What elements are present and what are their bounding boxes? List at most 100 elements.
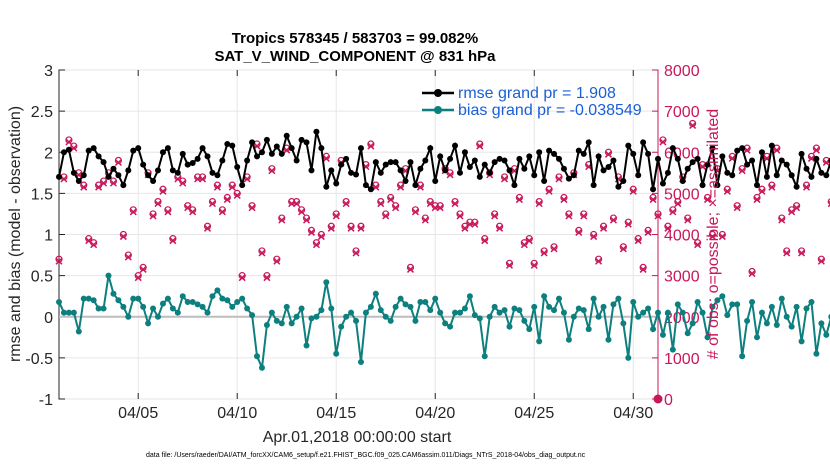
obs-assimilated-stroke xyxy=(179,179,187,187)
obs-assimilated-stroke xyxy=(293,200,301,208)
obs-assimilated-stroke xyxy=(515,196,523,204)
rmse-point xyxy=(714,182,721,189)
bias-point xyxy=(254,353,261,360)
bias-point xyxy=(655,309,661,316)
bias-point xyxy=(778,295,785,302)
bias-point xyxy=(239,295,246,302)
obs-assimilated-stroke xyxy=(580,212,588,220)
rmse-point xyxy=(456,169,463,176)
obs-assimilated-stroke xyxy=(233,191,241,199)
obs-assimilated-point xyxy=(100,179,108,187)
obs-assimilated-stroke xyxy=(763,154,771,162)
rmse-point xyxy=(397,167,404,174)
rmse-point xyxy=(214,172,221,179)
rmse-point xyxy=(476,173,483,180)
obs-assimilated-point xyxy=(293,200,301,208)
rmse-point xyxy=(159,149,166,156)
rmse-point xyxy=(377,169,384,176)
bias-point xyxy=(615,295,622,302)
bias-point xyxy=(120,303,127,310)
obs-assimilated-stroke xyxy=(426,200,434,208)
obs-assimilated-stroke xyxy=(119,233,127,241)
obs-assimilated-point xyxy=(332,212,340,220)
obs-assimilated-stroke xyxy=(278,216,286,224)
obs-zero-point xyxy=(653,394,663,404)
obs-assimilated-stroke xyxy=(773,146,781,154)
rmse-point xyxy=(501,157,508,164)
rmse-point xyxy=(664,169,671,176)
rmse-point xyxy=(56,173,62,180)
bias-point xyxy=(422,298,429,305)
rmse-point xyxy=(724,169,731,176)
obs-assimilated-stroke xyxy=(273,257,281,265)
bias-point xyxy=(788,323,795,330)
bias-point xyxy=(283,303,290,310)
obs-assimilated-point xyxy=(783,249,791,257)
bias-point xyxy=(427,307,434,314)
obs-assimilated-point xyxy=(367,142,375,150)
obs-assimilated-point xyxy=(302,216,311,224)
y-tick-label-right: 3000 xyxy=(664,269,700,286)
obs-assimilated-stroke xyxy=(258,249,266,257)
bias-point xyxy=(229,303,236,310)
bias-point xyxy=(704,334,711,341)
bias-point xyxy=(768,303,775,310)
obs-assimilated-stroke xyxy=(164,208,172,216)
rmse-point xyxy=(263,136,270,143)
obs-assimilated-stroke xyxy=(619,245,627,253)
rmse-point xyxy=(471,157,478,164)
bias-point xyxy=(348,309,355,316)
rmse-point xyxy=(308,167,315,174)
obs-assimilated-point xyxy=(758,187,766,195)
bias-point xyxy=(763,320,770,327)
obs-assimilated-point xyxy=(664,224,672,232)
bias-point xyxy=(298,305,305,312)
rmse-point xyxy=(288,145,295,152)
bias-point xyxy=(808,298,815,305)
bias-point xyxy=(744,317,751,324)
obs-assimilated-stroke xyxy=(85,237,93,245)
obs-assimilated-point xyxy=(496,224,504,232)
bias-point xyxy=(80,295,87,302)
rmse-point xyxy=(130,147,137,154)
rmse-point xyxy=(209,169,216,176)
obs-assimilated-stroke xyxy=(80,183,88,191)
rmse-point xyxy=(169,167,176,174)
bias-point xyxy=(437,309,444,316)
obs-assimilated-point xyxy=(233,191,241,199)
bias-point xyxy=(145,320,152,327)
obs-assimilated-point xyxy=(421,216,429,224)
rmse-point xyxy=(818,169,825,176)
obs-assimilated-stroke xyxy=(768,183,776,191)
obs-assimilated-point xyxy=(451,200,459,208)
obs-assimilated-stroke xyxy=(377,200,385,208)
rmse-point xyxy=(298,136,305,143)
bias-point xyxy=(531,303,538,310)
obs-assimilated-point xyxy=(689,121,697,130)
obs-assimilated-stroke xyxy=(456,212,464,220)
obs-assimilated-point xyxy=(624,220,632,228)
rmse-point xyxy=(283,132,290,139)
rmse-point xyxy=(739,145,746,152)
bias-point xyxy=(461,305,468,312)
chart-title-line1: Tropics 578345 / 583703 = 99.082% xyxy=(232,30,478,47)
obs-assimilated-stroke xyxy=(208,200,216,208)
bias-point xyxy=(783,313,790,320)
obs-assimilated-point xyxy=(298,208,306,216)
obs-assimilated-stroke xyxy=(436,204,444,212)
bias-point xyxy=(481,353,488,360)
bias-point xyxy=(353,317,360,324)
obs-assimilated-stroke xyxy=(446,171,454,179)
obs-assimilated-point xyxy=(213,183,221,191)
rmse-point xyxy=(293,157,300,164)
obs-assimilated-point xyxy=(258,249,266,257)
obs-assimilated-point xyxy=(347,224,355,232)
bias-point xyxy=(273,317,280,324)
bias-point xyxy=(447,323,454,330)
bias-point xyxy=(402,301,409,308)
rmse-point xyxy=(402,178,409,185)
obs-assimilated-point xyxy=(149,212,157,220)
rmse-point xyxy=(461,149,468,156)
obs-assimilated-stroke xyxy=(352,249,360,257)
bias-point xyxy=(184,298,191,305)
